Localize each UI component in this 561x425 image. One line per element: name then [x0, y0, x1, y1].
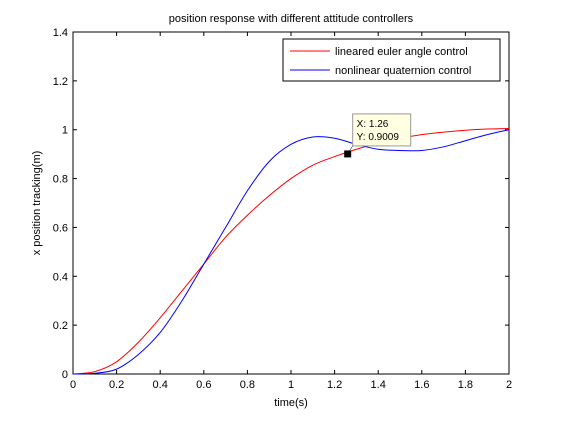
datatip-y-text: Y: 0.9009	[357, 132, 400, 143]
x-tick-label: 1.6	[414, 379, 429, 391]
datatip-marker[interactable]	[344, 150, 352, 158]
x-tick-label: 0.4	[153, 379, 168, 391]
series-line-euler	[72, 127, 510, 375]
datatip-x-text: X: 1.26	[357, 119, 389, 130]
y-tick-label: 0.8	[53, 174, 68, 186]
x-tick-label: 0.2	[109, 379, 124, 391]
y-axis-label: x position tracking(m)	[31, 151, 43, 256]
plot-area	[72, 31, 510, 375]
x-tick-label: 1.2	[327, 379, 342, 391]
chart-title: position response with different attitud…	[169, 13, 414, 25]
x-tick-label: 1	[288, 379, 294, 391]
x-tick-label: 0	[70, 379, 76, 391]
legend-label-quaternion: nonlinear quaternion control	[335, 65, 471, 77]
x-tick-label: 0.6	[196, 379, 211, 391]
x-tick-label: 1.4	[371, 379, 386, 391]
y-axis: 0 0.2 0.4 0.6 0.8 1 1.2 1.4	[53, 27, 509, 381]
y-tick-label: 0.2	[53, 320, 68, 332]
x-tick-label: 2	[506, 379, 512, 391]
y-tick-label: 0.4	[53, 271, 68, 283]
series-lines	[72, 127, 510, 375]
legend-label-euler: lineared euler angle control	[335, 46, 468, 58]
y-tick-label: 1.4	[53, 27, 68, 39]
y-tick-label: 0	[62, 369, 68, 381]
legend: lineared euler angle control nonlinear q…	[282, 38, 501, 82]
series-line-quaternion	[72, 129, 510, 375]
y-tick-label: 1.2	[53, 76, 68, 88]
legend-box	[282, 38, 501, 82]
x-axis: 0 0.2 0.4 0.6 0.8 1 1.2 1.4 1.6 1.8 2	[70, 32, 512, 391]
x-tick-label: 0.8	[240, 379, 255, 391]
y-tick-label: 1	[62, 125, 68, 137]
x-tick-label: 1.8	[458, 379, 473, 391]
y-tick-label: 0.6	[53, 222, 68, 234]
datatip-box	[352, 113, 412, 147]
x-axis-label: time(s)	[274, 397, 308, 409]
datatip[interactable]: X: 1.26 Y: 0.9009	[344, 113, 412, 158]
